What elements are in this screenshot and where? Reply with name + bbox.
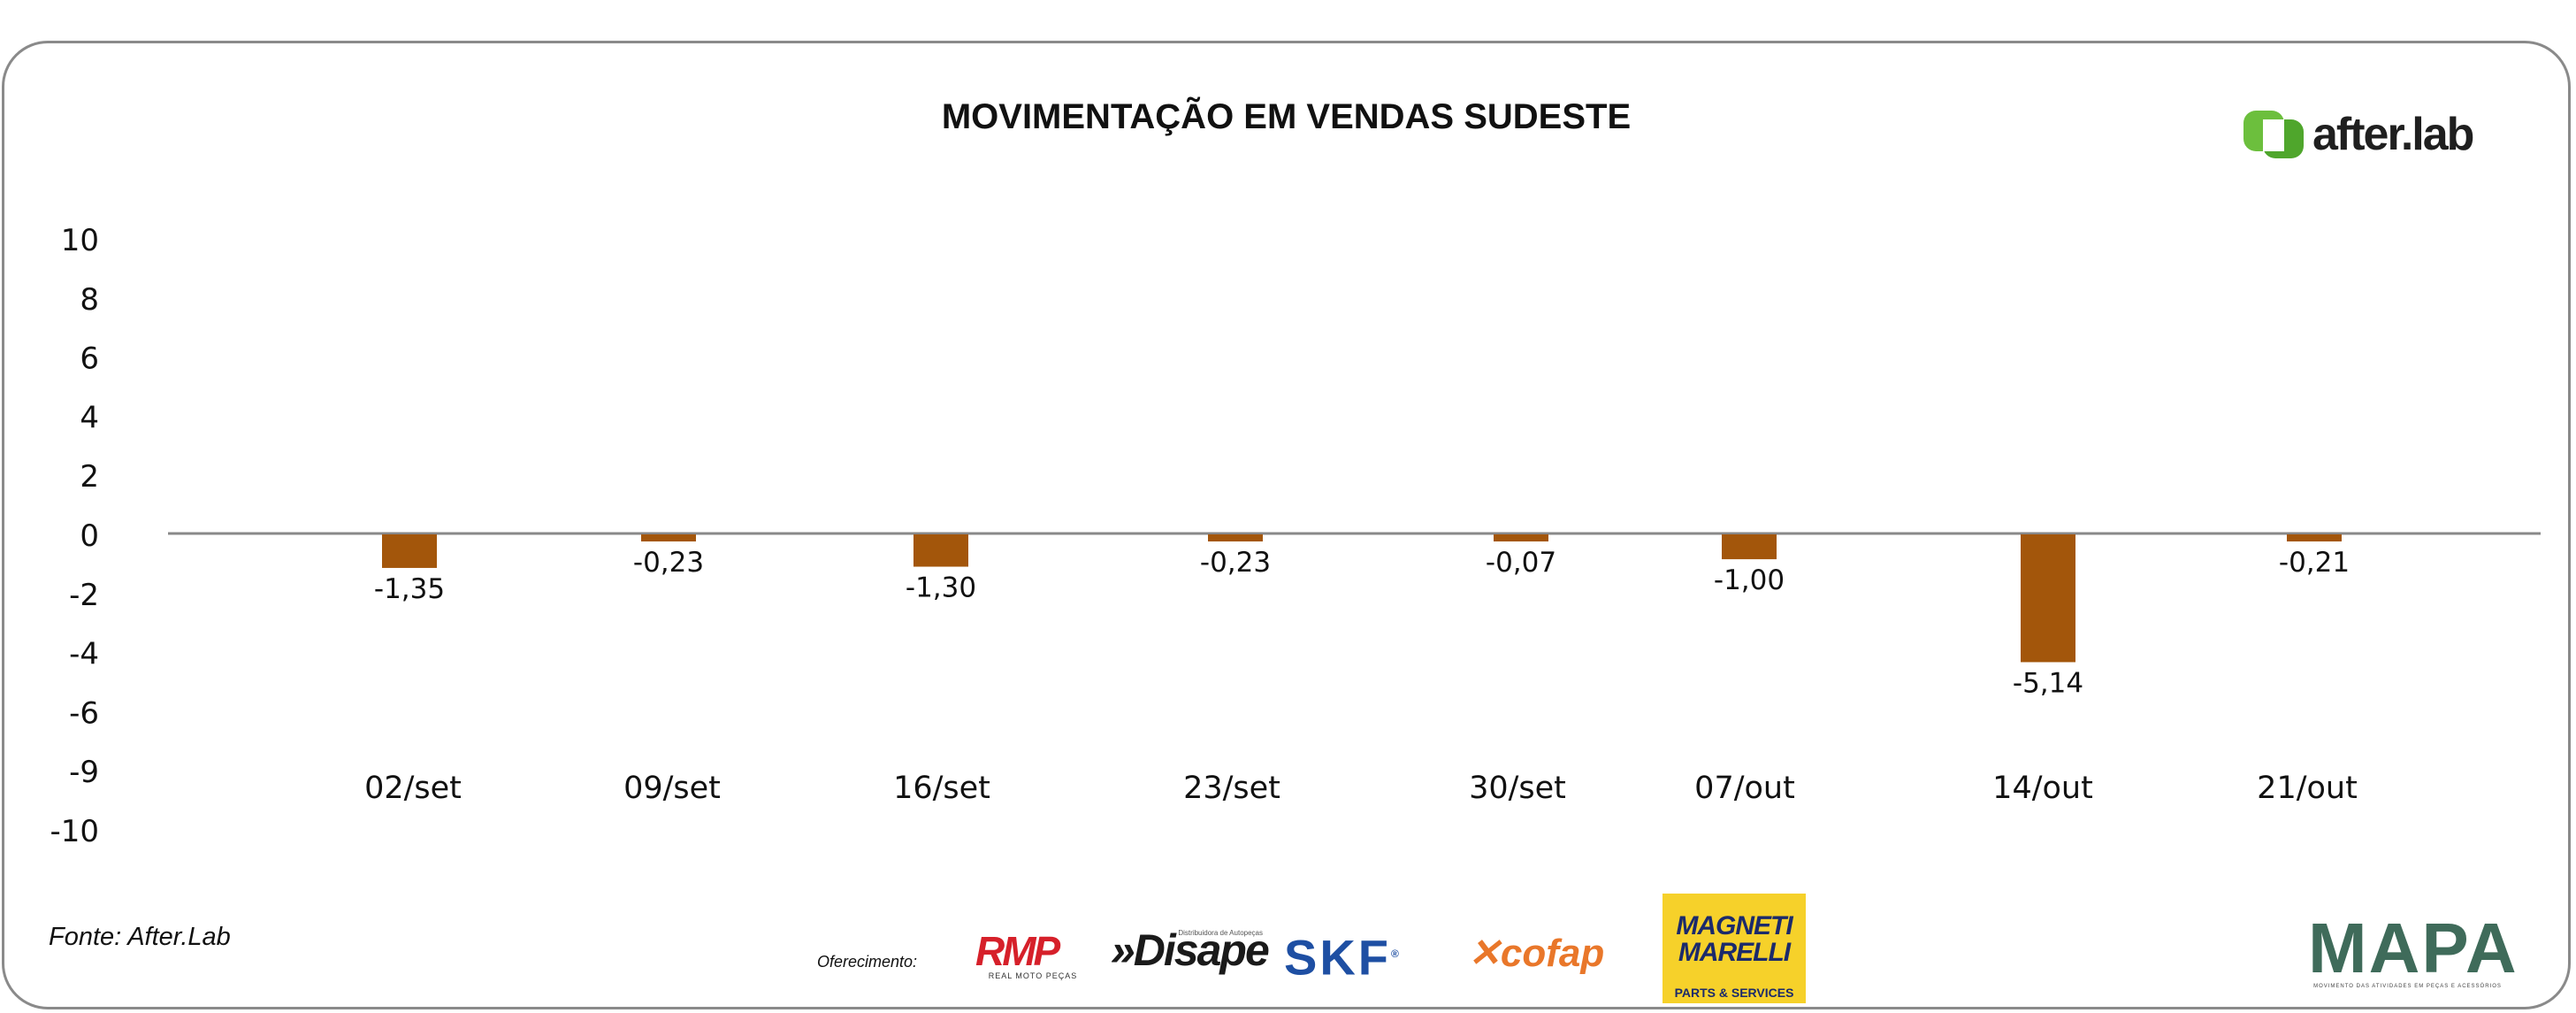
y-tick-label: 2 xyxy=(80,459,99,495)
x-tick-label: 21/out xyxy=(2257,771,2358,806)
y-tick-label: -10 xyxy=(50,814,99,849)
data-label: -0,21 xyxy=(2279,547,2350,579)
rmp-logo: RMP REAL MOTO PEÇAS xyxy=(975,931,1090,980)
y-tick-label: 0 xyxy=(80,518,99,554)
rmp-logo-tag: REAL MOTO PEÇAS xyxy=(988,971,1078,980)
cofap-logo: ✕cofap xyxy=(1468,932,1604,976)
bar xyxy=(641,534,696,541)
sponsor-label: Oferecimento: xyxy=(817,953,918,971)
x-tick-label: 16/set xyxy=(893,771,990,806)
bar xyxy=(2287,534,2342,541)
afterlab-mark-icon xyxy=(2242,109,2309,160)
magneti-logo-text: MAGNETI MARELLI xyxy=(1676,911,1792,967)
magneti-logo-tag: PARTS & SERVICES xyxy=(1674,986,1794,1000)
data-label: -0,07 xyxy=(1486,547,1556,579)
skf-logo-text: SKF xyxy=(1284,929,1391,986)
skf-logo: SKF® xyxy=(1284,929,1402,986)
y-tick-label: 6 xyxy=(80,342,99,377)
data-label: -1,00 xyxy=(1714,564,1785,596)
cofap-logo-text: cofap xyxy=(1500,932,1605,975)
mapa-logo: MAPA MOVIMENTO DAS ATIVIDADES EM PEÇAS E… xyxy=(2308,909,2519,990)
y-tick-label: -2 xyxy=(69,578,99,613)
rmp-logo-text: RMP xyxy=(975,928,1060,974)
bar xyxy=(2021,534,2075,663)
x-tick-label: 30/set xyxy=(1469,771,1566,806)
y-tick-label: 4 xyxy=(80,400,99,435)
bar xyxy=(1208,534,1263,541)
mapa-logo-text: MAPA xyxy=(2308,909,2519,987)
chart-title: MOVIMENTAÇÃO EM VENDAS SUDESTE xyxy=(941,97,1632,136)
y-tick-label: -4 xyxy=(69,637,99,672)
data-label: -1,30 xyxy=(906,572,976,604)
disape-logo-tag: Distribuidora de Autopeças xyxy=(1178,929,1263,937)
bar xyxy=(913,534,968,567)
y-tick-label: 8 xyxy=(80,282,99,318)
data-label: -0,23 xyxy=(633,547,704,579)
disape-logo: Distribuidora de Autopeças »Disape xyxy=(1111,924,1270,977)
data-label: -0,23 xyxy=(1200,547,1271,579)
y-tick-label: -9 xyxy=(69,755,99,790)
data-label: -5,14 xyxy=(2013,667,2083,699)
cofap-mark-icon: ✕ xyxy=(1468,932,1501,975)
bar xyxy=(1494,534,1548,541)
afterlab-logo: after.lab xyxy=(2242,108,2474,161)
magneti-marelli-logo: MAGNETI MARELLI PARTS & SERVICES xyxy=(1663,894,1806,1003)
source-note: Fonte: After.Lab xyxy=(49,923,231,951)
disape-logo-text: »Disape xyxy=(1111,925,1270,975)
bar xyxy=(1722,534,1777,560)
x-tick-label: 02/set xyxy=(364,771,462,806)
bar xyxy=(382,534,437,568)
x-tick-label: 23/set xyxy=(1183,771,1280,806)
afterlab-logo-text: after.lab xyxy=(2312,109,2474,160)
mapa-logo-tag: MOVIMENTO DAS ATIVIDADES EM PEÇAS E ACES… xyxy=(2313,984,2502,989)
chart-frame xyxy=(2,41,2571,1009)
x-tick-label: 09/set xyxy=(623,771,721,806)
y-tick-label: -6 xyxy=(69,695,99,731)
x-tick-label: 07/out xyxy=(1694,771,1795,806)
data-label: -1,35 xyxy=(374,573,445,605)
x-tick-label: 14/out xyxy=(1992,771,2093,806)
y-tick-label: 10 xyxy=(61,223,99,258)
